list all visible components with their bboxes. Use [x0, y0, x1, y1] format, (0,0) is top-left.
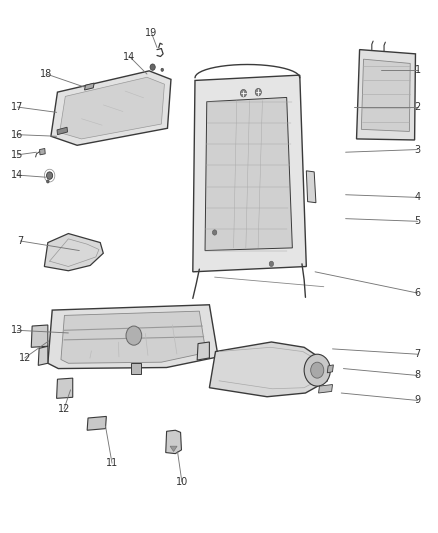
Polygon shape	[205, 98, 292, 251]
Polygon shape	[361, 59, 410, 132]
Text: 8: 8	[415, 370, 421, 381]
Text: 9: 9	[415, 395, 421, 406]
Polygon shape	[51, 71, 171, 146]
Circle shape	[240, 90, 247, 97]
Polygon shape	[31, 325, 48, 348]
Circle shape	[126, 326, 142, 345]
Polygon shape	[85, 83, 94, 90]
Polygon shape	[357, 50, 416, 140]
Polygon shape	[170, 446, 177, 451]
Text: 11: 11	[106, 458, 118, 468]
Polygon shape	[209, 342, 328, 397]
Text: 12: 12	[18, 353, 31, 363]
Text: 13: 13	[11, 325, 23, 335]
Circle shape	[161, 68, 163, 71]
Circle shape	[304, 354, 330, 386]
Text: 2: 2	[414, 102, 421, 112]
Circle shape	[269, 261, 274, 266]
Polygon shape	[57, 127, 67, 135]
Text: 17: 17	[11, 102, 24, 112]
Polygon shape	[39, 149, 45, 155]
Circle shape	[212, 230, 217, 235]
Text: 15: 15	[11, 150, 24, 160]
Polygon shape	[61, 311, 206, 364]
Text: 7: 7	[414, 349, 421, 359]
Text: 14: 14	[11, 170, 23, 180]
Polygon shape	[166, 430, 181, 454]
Text: 10: 10	[176, 477, 188, 487]
Polygon shape	[197, 342, 209, 360]
Text: 1: 1	[415, 65, 421, 75]
Polygon shape	[131, 364, 141, 374]
Text: 14: 14	[124, 52, 136, 61]
Text: 18: 18	[40, 69, 53, 79]
Text: 7: 7	[17, 236, 24, 246]
Text: 16: 16	[11, 130, 23, 140]
Circle shape	[255, 88, 261, 96]
Polygon shape	[60, 77, 164, 139]
Polygon shape	[57, 378, 73, 398]
Text: 4: 4	[415, 192, 421, 203]
Circle shape	[150, 64, 155, 70]
Polygon shape	[48, 305, 218, 368]
Circle shape	[46, 172, 53, 179]
Circle shape	[46, 180, 49, 183]
Text: 3: 3	[415, 144, 421, 155]
Text: 6: 6	[415, 288, 421, 298]
Polygon shape	[193, 75, 306, 272]
Text: 19: 19	[145, 28, 157, 38]
Polygon shape	[87, 416, 106, 430]
Polygon shape	[327, 365, 333, 373]
Text: 5: 5	[414, 216, 421, 227]
Polygon shape	[44, 233, 103, 271]
Text: 12: 12	[58, 404, 70, 414]
Polygon shape	[306, 171, 316, 203]
Circle shape	[311, 362, 324, 378]
Polygon shape	[318, 384, 332, 393]
Polygon shape	[38, 346, 48, 366]
